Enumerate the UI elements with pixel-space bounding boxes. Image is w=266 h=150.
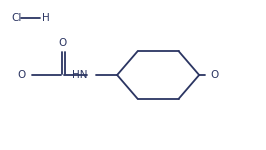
Text: Cl: Cl xyxy=(11,13,22,23)
Text: O: O xyxy=(59,38,67,48)
Text: O: O xyxy=(18,70,26,80)
Text: HN: HN xyxy=(72,70,88,80)
Text: O: O xyxy=(210,70,219,80)
Text: H: H xyxy=(42,13,49,23)
